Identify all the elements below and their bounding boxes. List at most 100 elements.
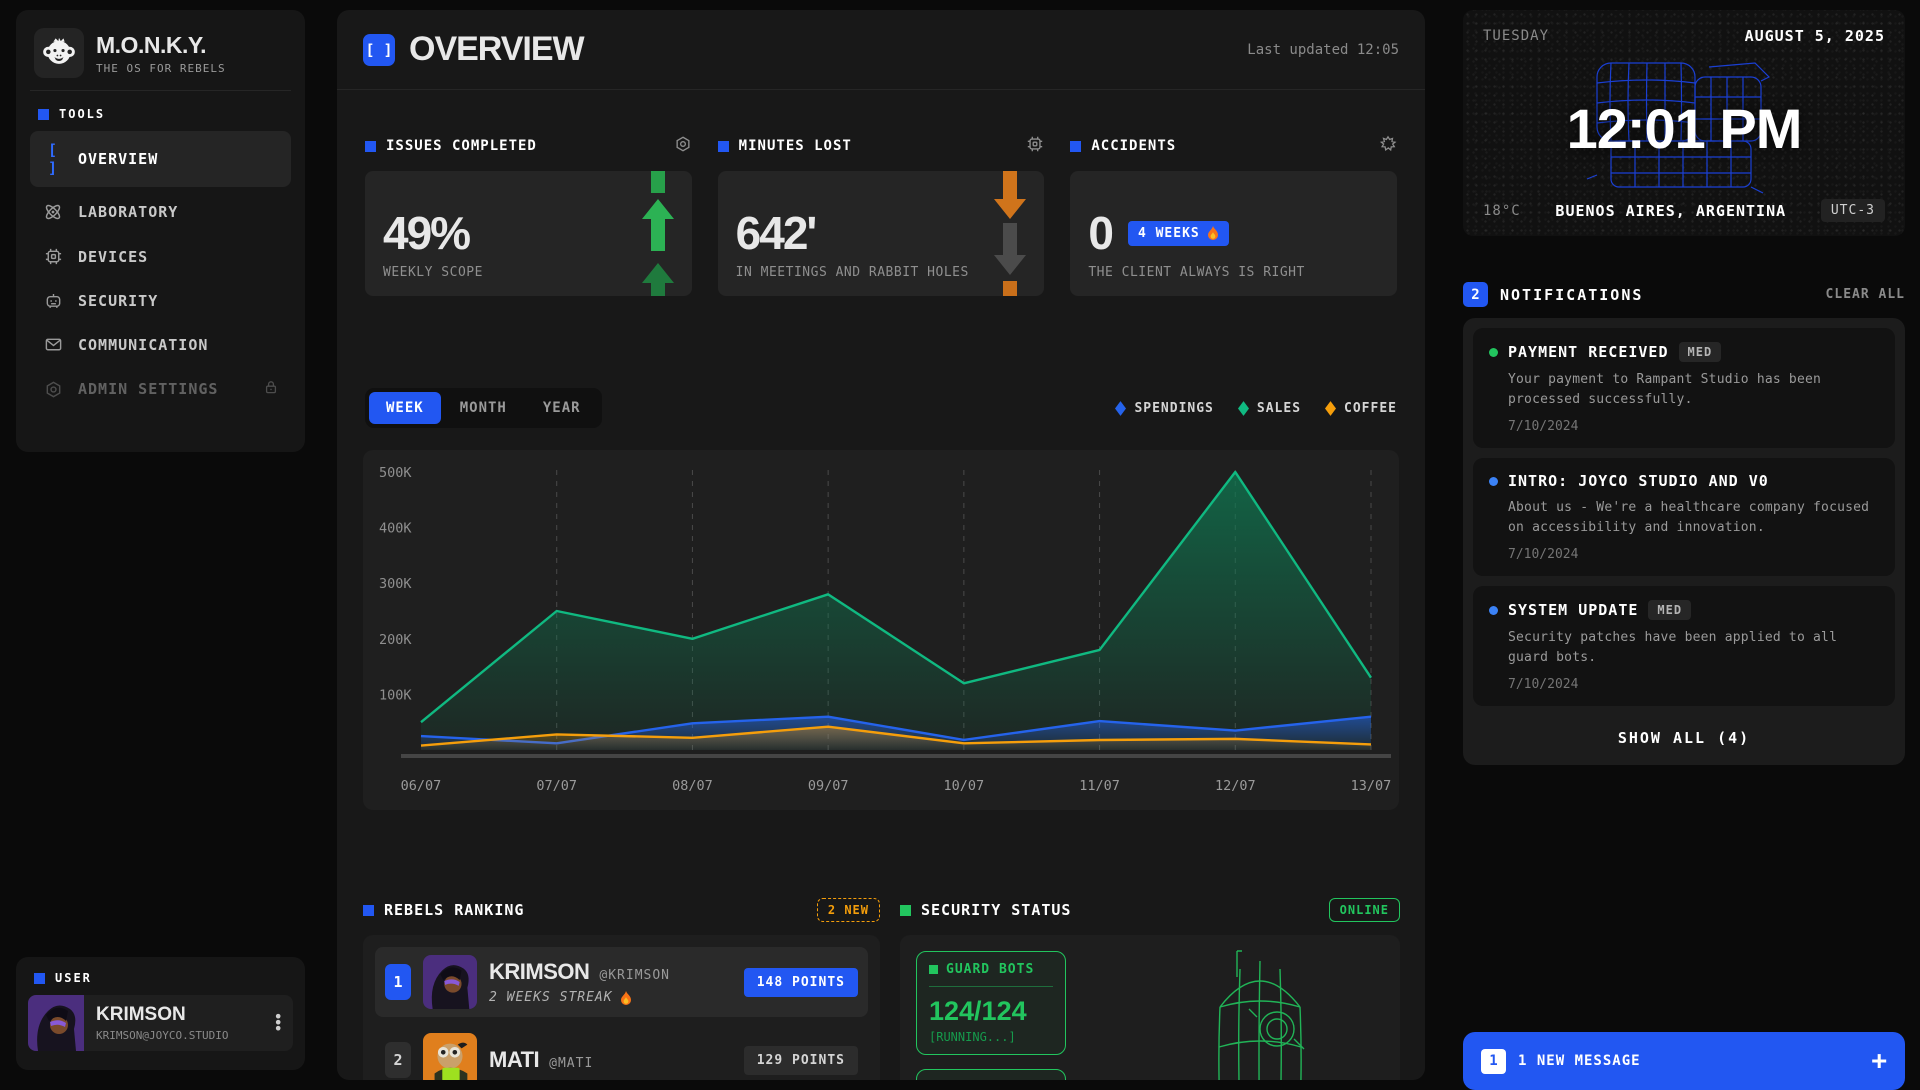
ranking-row-2[interactable]: 2 MATI @MATI xyxy=(375,1025,868,1080)
sidebar-item-admin-settings[interactable]: ADMIN SETTINGS xyxy=(30,369,291,409)
security-title: SECURITY STATUS xyxy=(921,901,1071,919)
show-all-button[interactable]: SHOW ALL (4) xyxy=(1473,716,1895,755)
bullet xyxy=(929,965,938,974)
guard-bots-count: 124/124 xyxy=(929,996,1053,1027)
notification-payment-received[interactable]: PAYMENT RECEIVED MED Your payment to Ram… xyxy=(1473,328,1895,448)
section-bullet xyxy=(900,905,911,916)
status-dot xyxy=(1489,477,1498,486)
new-message-bar[interactable]: 1 1 NEW MESSAGE + xyxy=(1463,1032,1905,1090)
sidebar-item-security[interactable]: SECURITY xyxy=(30,281,291,320)
section-bullet xyxy=(363,905,374,916)
clock-date: AUGUST 5, 2025 xyxy=(1745,27,1885,45)
notification-body: Security patches have been applied to al… xyxy=(1508,628,1879,667)
location: BUENOS AIRES, ARGENTINA xyxy=(1555,202,1786,220)
notification-date: 7/10/2024 xyxy=(1508,677,1879,692)
rebel-handle: @KRIMSON xyxy=(599,968,670,983)
stat-caption: IN MEETINGS AND RABBIT HOLES xyxy=(736,265,1027,280)
notifications-count-badge: 2 xyxy=(1463,282,1488,307)
rebel-name: MATI xyxy=(489,1047,539,1073)
burst-icon[interactable] xyxy=(1379,135,1397,157)
brackets-icon: [ ] xyxy=(363,34,395,66)
brackets-icon: [ ] xyxy=(42,141,64,177)
clear-all-button[interactable]: CLEAR ALL xyxy=(1826,287,1905,302)
notifications-header: 2 NOTIFICATIONS CLEAR ALL xyxy=(1463,282,1905,307)
legend-coffee[interactable]: COFFEE xyxy=(1325,401,1397,416)
temperature: 18°C xyxy=(1483,203,1521,219)
diamond-icon xyxy=(1325,401,1336,416)
tab-month[interactable]: MONTH xyxy=(443,392,524,424)
stat-value: 0 xyxy=(1088,210,1112,256)
points-badge: 129 POINTS xyxy=(744,1046,858,1075)
stat-title: MINUTES LOST xyxy=(739,138,852,154)
stats-row: ISSUES COMPLETED 49% WEEKLY SCOPE xyxy=(365,135,1397,296)
rebel-name: KRIMSON xyxy=(489,959,589,985)
status-dot xyxy=(1489,606,1498,615)
notification-body: About us - We're a healthcare company fo… xyxy=(1508,498,1879,537)
notification-date: 7/10/2024 xyxy=(1508,419,1879,434)
notifications-title: NOTIFICATIONS xyxy=(1500,286,1643,304)
last-updated: Last updated 12:05 xyxy=(1247,42,1399,58)
y-tick-label: 500K xyxy=(379,465,412,481)
sidebar-item-communication[interactable]: COMMUNICATION xyxy=(30,325,291,364)
main-header: [ ] OVERVIEW Last updated 12:05 xyxy=(337,10,1425,90)
ranking-row-1[interactable]: 1 KRIMSON @KRIMSON xyxy=(375,947,868,1017)
rebel-streak: 2 WEEKS STREAK xyxy=(489,990,732,1005)
card-bullet xyxy=(718,141,729,152)
tab-week[interactable]: WEEK xyxy=(369,392,441,424)
user-row[interactable]: KRIMSON KRIMSON@JOYCO.STUDIO ••• xyxy=(28,995,293,1051)
y-tick-label: 100K xyxy=(379,687,412,703)
card-bullet xyxy=(1070,141,1081,152)
sidebar-item-overview[interactable]: [ ] OVERVIEW xyxy=(30,131,291,187)
security-status-section: SECURITY STATUS ONLINE GUARD BOTS 124/12… xyxy=(900,898,1400,1080)
notification-intro[interactable]: INTRO: JOYCO STUDIO AND V0 About us - We… xyxy=(1473,458,1895,576)
x-tick-label: 10/07 xyxy=(944,778,985,794)
sidebar-item-devices[interactable]: DEVICES xyxy=(30,237,291,276)
rebel-handle: @MATI xyxy=(549,1056,593,1071)
plus-icon[interactable]: + xyxy=(1871,1048,1887,1074)
priority-badge: MED xyxy=(1648,600,1691,620)
ranking-title: REBELS RANKING xyxy=(384,901,524,919)
trend-up-arrows-icon xyxy=(636,171,680,296)
clock-widget: TUESDAY AUGUST 5, 2025 12:01 PM 18°C BUE… xyxy=(1463,10,1905,236)
stat-card-accidents: ACCIDENTS 0 4 WEEKS xyxy=(1070,135,1397,296)
user-name: KRIMSON xyxy=(96,1004,281,1026)
notification-system-update[interactable]: SYSTEM UPDATE MED Security patches have … xyxy=(1473,586,1895,706)
security-panel: GUARD BOTS 124/124 [RUNNING...] FIREWALL xyxy=(900,935,1400,1080)
firewall-box: FIREWALL xyxy=(916,1069,1066,1080)
tab-year[interactable]: YEAR xyxy=(526,392,598,424)
stat-card-minutes: MINUTES LOST 642' IN MEETINGS AND RABBIT… xyxy=(718,135,1045,296)
avatar xyxy=(423,955,477,1009)
legend-sales[interactable]: SALES xyxy=(1238,401,1301,416)
stat-panel: 49% WEEKLY SCOPE xyxy=(365,171,692,296)
points-badge: 148 POINTS xyxy=(744,968,858,997)
trend-down-arrows-icon xyxy=(988,171,1032,296)
guard-bots-status: [RUNNING...] xyxy=(929,1030,1053,1044)
stat-panel: 0 4 WEEKS THE CLIENT ALWAYS IS RIGHT xyxy=(1070,171,1397,296)
page-title: OVERVIEW xyxy=(409,30,584,69)
user-card: USER KRIMSON KRIMSON@JOYCO.STUDIO ••• xyxy=(16,957,305,1070)
chart-card: 100K200K300K400K500K06/0707/0708/0709/07… xyxy=(363,450,1399,810)
hex-nut-icon[interactable] xyxy=(674,135,692,157)
stat-value: 49% xyxy=(383,210,674,256)
guard-bot-wireframe xyxy=(1195,947,1325,1080)
kebab-menu-icon[interactable]: ••• xyxy=(273,1014,283,1032)
monkey-logo-icon xyxy=(34,28,84,78)
flame-icon xyxy=(1207,226,1219,240)
area-sales xyxy=(421,472,1371,750)
streak-badge: 4 WEEKS xyxy=(1128,221,1229,246)
chart-legend: SPENDINGS SALES COFFEE xyxy=(1115,401,1397,416)
notification-date: 7/10/2024 xyxy=(1508,547,1879,562)
diamond-icon xyxy=(1238,401,1249,416)
utc-offset-badge: UTC-3 xyxy=(1821,199,1885,222)
legend-spendings[interactable]: SPENDINGS xyxy=(1115,401,1213,416)
sidebar-item-laboratory[interactable]: LABORATORY xyxy=(30,192,291,232)
x-tick-label: 11/07 xyxy=(1079,778,1120,794)
spendings-sales-coffee-chart: 100K200K300K400K500K06/0707/0708/0709/07… xyxy=(363,450,1399,810)
chip-icon xyxy=(42,247,64,266)
sidebar: M.O.N.K.Y. THE OS FOR REBELS TOOLS [ ] O… xyxy=(16,10,305,452)
message-label: 1 NEW MESSAGE xyxy=(1518,1053,1641,1069)
priority-badge: MED xyxy=(1679,342,1722,362)
avatar xyxy=(28,995,84,1051)
x-tick-label: 12/07 xyxy=(1215,778,1256,794)
chip-icon[interactable] xyxy=(1026,135,1044,157)
